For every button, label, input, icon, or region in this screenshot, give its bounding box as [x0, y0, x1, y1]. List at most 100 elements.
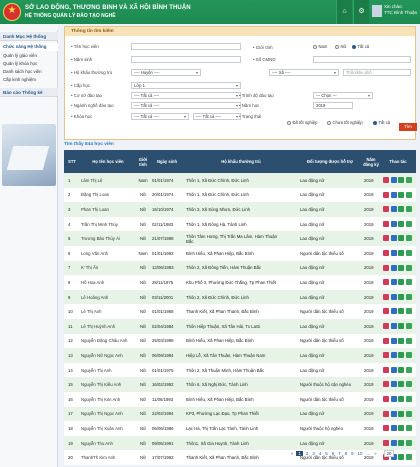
- pager-page[interactable]: 7: [338, 451, 341, 456]
- edit-icon[interactable]: [390, 279, 397, 286]
- view-icon[interactable]: [383, 352, 389, 359]
- more-icon[interactable]: [405, 323, 412, 329]
- certificate-icon[interactable]: [398, 366, 404, 373]
- pager-page[interactable]: 5: [325, 451, 328, 456]
- pager-page[interactable]: 8: [344, 451, 348, 456]
- view-icon[interactable]: [383, 191, 389, 198]
- sidebar-item-courses[interactable]: Quản lý khóa học: [3, 61, 38, 66]
- view-icon[interactable]: [383, 381, 389, 388]
- certificate-icon[interactable]: [398, 439, 404, 446]
- view-icon[interactable]: [383, 235, 389, 242]
- edit-icon[interactable]: [390, 396, 397, 402]
- edit-icon[interactable]: [390, 293, 397, 300]
- more-icon[interactable]: [405, 308, 412, 315]
- edit-icon[interactable]: [390, 323, 397, 329]
- view-icon[interactable]: [383, 439, 389, 446]
- course-select-2[interactable]: ---- Tất cả ----: [193, 113, 241, 120]
- view-icon[interactable]: [383, 410, 389, 417]
- certificate-icon[interactable]: [398, 279, 404, 286]
- edit-icon[interactable]: [390, 264, 397, 271]
- more-icon[interactable]: [405, 191, 412, 198]
- school-year-input[interactable]: 2019: [313, 102, 353, 109]
- more-icon[interactable]: [405, 352, 412, 359]
- certificate-icon[interactable]: [398, 264, 404, 271]
- status-all-radio[interactable]: Tất cả: [373, 120, 390, 125]
- view-icon[interactable]: [383, 250, 389, 256]
- more-icon[interactable]: [405, 235, 412, 242]
- more-icon[interactable]: [405, 264, 412, 271]
- certificate-icon[interactable]: [398, 352, 404, 359]
- certificate-icon[interactable]: [398, 293, 404, 300]
- certificate-icon[interactable]: [398, 206, 404, 213]
- edit-icon[interactable]: [390, 250, 397, 256]
- certificate-icon[interactable]: [398, 396, 404, 402]
- edit-icon[interactable]: [390, 206, 397, 213]
- gender-female-radio[interactable]: Nữ: [335, 44, 346, 49]
- ward-select[interactable]: ---- Xã ----: [269, 69, 339, 76]
- more-icon[interactable]: [405, 250, 412, 256]
- certificate-icon[interactable]: [398, 425, 404, 432]
- edit-icon[interactable]: [390, 366, 397, 373]
- edit-icon[interactable]: [390, 410, 397, 417]
- more-icon[interactable]: [405, 439, 412, 446]
- pager-page[interactable]: 2: [305, 451, 309, 456]
- pager-page[interactable]: 9: [351, 451, 354, 456]
- sidebar-item-experience[interactable]: Cấp kinh nghiệm: [3, 77, 36, 82]
- edit-icon[interactable]: [390, 308, 397, 315]
- education-level-select[interactable]: --- Chọn ---: [313, 92, 373, 99]
- major-select[interactable]: ---- Tất cả ----: [131, 102, 241, 109]
- certificate-icon[interactable]: [398, 250, 404, 256]
- sidebar-item-teachers[interactable]: Quản lý giáo viên: [3, 53, 37, 58]
- certificate-icon[interactable]: [398, 308, 404, 315]
- more-icon[interactable]: [405, 425, 412, 432]
- gender-male-radio[interactable]: Nam: [313, 44, 327, 49]
- gender-all-radio[interactable]: Tất cả: [352, 44, 369, 49]
- status-graduated-radio[interactable]: Đã tốt nghiệp: [287, 120, 317, 125]
- view-icon[interactable]: [383, 425, 389, 432]
- edit-icon[interactable]: [390, 191, 397, 198]
- more-icon[interactable]: [405, 410, 412, 417]
- district-select[interactable]: ---- Huyện ----: [131, 69, 201, 76]
- sidebar-section-functions[interactable]: Chức năng Hệ thống: [0, 43, 58, 51]
- view-icon[interactable]: [383, 279, 389, 286]
- edit-icon[interactable]: [390, 454, 397, 461]
- edit-icon[interactable]: [390, 425, 397, 432]
- sidebar-section-categories[interactable]: Danh Mục Hệ thống: [0, 32, 58, 41]
- more-icon[interactable]: [405, 177, 412, 183]
- sidebar-section-reports[interactable]: Báo cáo Thống kê: [0, 88, 58, 97]
- more-icon[interactable]: [405, 337, 412, 344]
- more-icon[interactable]: [405, 279, 412, 286]
- edit-icon[interactable]: [390, 337, 397, 344]
- more-icon[interactable]: [405, 396, 412, 402]
- edit-icon[interactable]: [390, 439, 397, 446]
- certificate-icon[interactable]: [398, 454, 404, 461]
- view-icon[interactable]: [383, 323, 389, 329]
- view-icon[interactable]: [383, 264, 389, 271]
- pager-next[interactable]: »: [374, 451, 377, 456]
- view-icon[interactable]: [383, 454, 389, 461]
- certificate-icon[interactable]: [398, 177, 404, 183]
- more-icon[interactable]: [405, 220, 412, 227]
- pager-prev[interactable]: «: [291, 451, 294, 456]
- pager-page[interactable]: 6: [331, 451, 335, 456]
- pager-page[interactable]: 3: [312, 451, 315, 456]
- pager-page[interactable]: 1: [296, 451, 303, 456]
- certificate-icon[interactable]: [398, 323, 404, 329]
- edit-icon[interactable]: [390, 177, 397, 183]
- training-place-select[interactable]: ---- Tất cả ----: [131, 92, 241, 99]
- more-icon[interactable]: [405, 454, 412, 461]
- name-input[interactable]: [131, 43, 241, 50]
- edit-icon[interactable]: [390, 220, 397, 227]
- pager-page[interactable]: 10: [357, 451, 363, 456]
- search-button[interactable]: Tìm kiếm: [399, 123, 417, 137]
- view-icon[interactable]: [383, 337, 389, 344]
- more-icon[interactable]: [405, 381, 412, 388]
- view-icon[interactable]: [383, 206, 389, 213]
- view-icon[interactable]: [383, 396, 389, 402]
- more-icon[interactable]: [405, 366, 412, 373]
- edit-icon[interactable]: [390, 235, 397, 242]
- edit-icon[interactable]: [390, 381, 397, 388]
- view-icon[interactable]: [383, 293, 389, 300]
- page-size-select[interactable]: 20: [383, 450, 395, 457]
- view-icon[interactable]: [383, 177, 389, 183]
